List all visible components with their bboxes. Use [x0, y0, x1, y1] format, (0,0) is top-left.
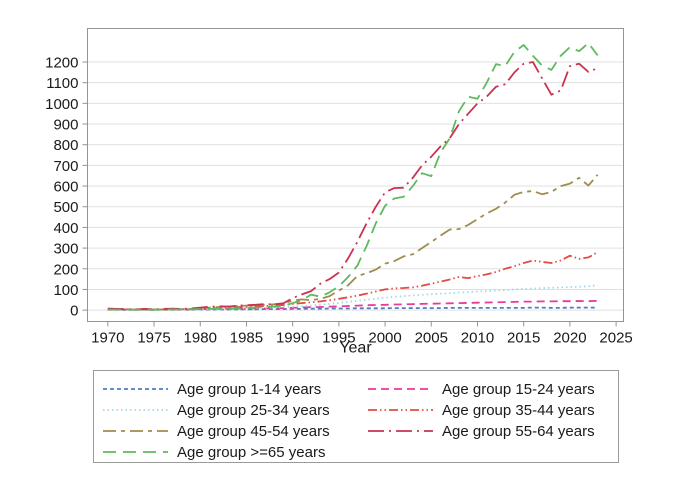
y-tick-label: 800 — [53, 137, 78, 154]
x-tick-label: 2005 — [415, 330, 448, 347]
x-tick-label: 1980 — [184, 330, 217, 347]
y-tick-label: 500 — [53, 199, 78, 216]
y-tick-label: 900 — [53, 117, 78, 134]
gridlines — [87, 61, 624, 311]
legend-label-age-group-25-34-years: Age group 25-34 years — [177, 402, 330, 419]
x-axis-title: Year — [339, 340, 372, 357]
series-line-age-group-65-years — [107, 42, 599, 311]
x-tick-label: 2025 — [599, 330, 632, 347]
axes — [82, 28, 624, 327]
tick-labels: 0 100 200 300 400 500 600 700 800 900 1000 1100 1200… — [45, 54, 633, 346]
y-tick-label: 0 — [70, 303, 78, 320]
legend-label-age-group-65-years: Age group >=65 years — [177, 444, 325, 461]
y-tick-label: 400 — [53, 220, 78, 237]
y-tick-label: 300 — [53, 241, 78, 258]
x-tick-label: 1990 — [276, 330, 309, 347]
plot-border — [87, 28, 624, 322]
legend-label-age-group-15-24-years: Age group 15-24 years — [442, 381, 595, 398]
y-tick-label: 1000 — [45, 96, 78, 113]
y-tick-label: 1200 — [45, 54, 78, 71]
y-tick-label: 600 — [53, 179, 78, 196]
legend-box — [93, 370, 619, 463]
legend-label-age-group-55-64-years: Age group 55-64 years — [442, 423, 595, 440]
y-tick-label: 1100 — [46, 75, 78, 92]
x-tick-label: 1975 — [137, 330, 170, 347]
legend-label-age-group-35-44-years: Age group 35-44 years — [442, 402, 595, 419]
legend-label-age-group-1-14-years: Age group 1-14 years — [177, 381, 321, 398]
x-tick-label: 2020 — [553, 330, 586, 347]
y-tick-label: 200 — [53, 261, 78, 278]
legend-label-age-group-45-54-years: Age group 45-54 years — [177, 423, 330, 440]
y-tick-label: 700 — [53, 158, 78, 175]
y-tick-label: 100 — [53, 282, 78, 299]
series-lines — [107, 42, 599, 311]
x-tick-label: 2015 — [507, 330, 540, 347]
legend: Age group 1-14 years Age group 15-24 year… — [93, 370, 619, 463]
x-tick-label: 2010 — [461, 330, 494, 347]
series-line-age-group-55-64-years — [107, 61, 598, 311]
x-tick-label: 1985 — [230, 330, 263, 347]
series-line-age-group-1-14-years — [107, 306, 598, 311]
x-tick-label: 1970 — [91, 330, 124, 347]
x-tick-label: 1995 — [322, 330, 355, 347]
x-tick-label: 2000 — [368, 330, 401, 347]
